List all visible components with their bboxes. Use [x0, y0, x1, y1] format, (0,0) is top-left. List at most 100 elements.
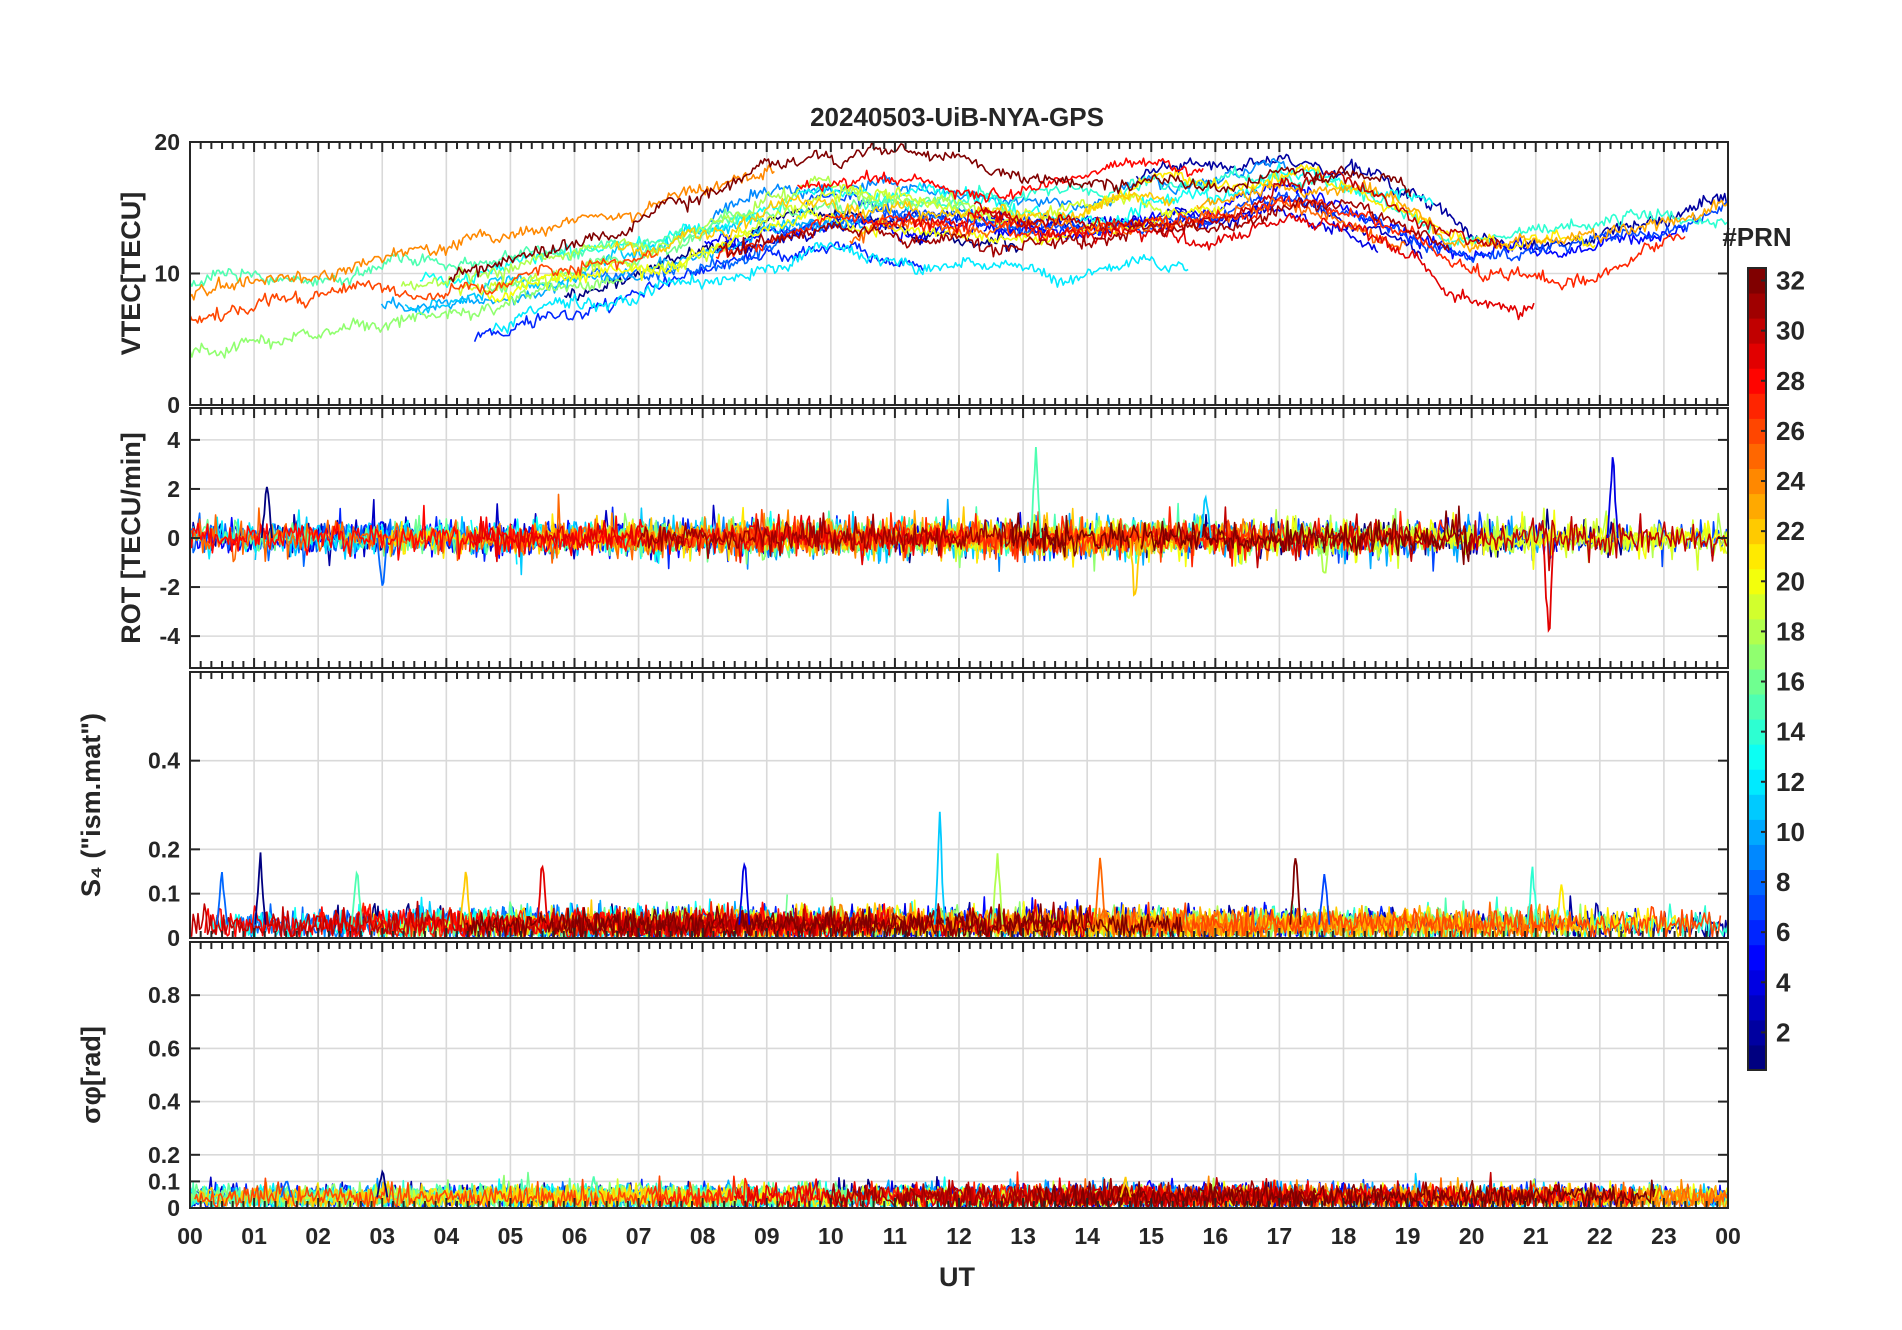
series-line [1196, 179, 1728, 253]
spike-line [1526, 866, 1539, 925]
series-group [190, 1169, 1728, 1208]
series-line [863, 165, 1728, 248]
series-line [1125, 901, 1722, 938]
y-tick-label: 0.4 [148, 748, 180, 774]
x-tick-label: 02 [305, 1223, 331, 1249]
colorbar-tick-label: 12 [1776, 767, 1805, 797]
spike-line [254, 852, 267, 925]
colorbar-tick-label: 6 [1776, 917, 1790, 947]
spike-line [1606, 457, 1619, 539]
spike-line [587, 1176, 600, 1198]
y-tick-label: 0.1 [148, 881, 180, 907]
y-tick-label: 0 [167, 1195, 180, 1221]
spike-line [1094, 857, 1106, 925]
series-line [614, 191, 1176, 259]
spike-line [1029, 447, 1042, 539]
x-tick-label: 12 [946, 1223, 972, 1249]
colorbar-segment [1748, 418, 1766, 444]
y-tick-label: 0 [167, 392, 180, 418]
colorbar-tick-label: 16 [1776, 667, 1805, 697]
colorbar-tick-label: 30 [1776, 316, 1805, 346]
series-line [473, 241, 926, 342]
series-line [805, 191, 1728, 264]
spike-line [376, 537, 389, 586]
panel-3: 0 0.1 0.2 0.4 S₄ ("ism.mat") [76, 671, 1729, 951]
y-axis-label: σφ[rad] [76, 1026, 106, 1124]
x-tick-label: 21 [1523, 1223, 1549, 1249]
minor-ticks [189, 408, 1729, 668]
colorbar-segment [1748, 468, 1766, 495]
x-tick-label: 05 [498, 1223, 524, 1249]
grid [190, 672, 1728, 939]
series-line [1011, 505, 1473, 566]
series-group [190, 447, 1728, 633]
series-line [400, 175, 1025, 291]
colorbar-segment [1748, 1019, 1766, 1046]
colorbar-segment [1748, 593, 1766, 620]
colorbar-segment [1748, 669, 1766, 695]
y-tick-label: 0.8 [148, 982, 180, 1008]
x-axis-label: UT [939, 1262, 975, 1292]
spike-line [1289, 858, 1302, 925]
y-tick-label: 0.4 [148, 1089, 180, 1115]
spike-line [991, 853, 1004, 925]
colorbar-tick-label: 20 [1776, 566, 1805, 596]
spike-line [1119, 1176, 1132, 1198]
spike-line [350, 870, 363, 925]
series-line [190, 276, 624, 359]
series-line [194, 1175, 734, 1208]
x-tick-label: 10 [818, 1223, 844, 1249]
x-tick-label: 03 [369, 1223, 395, 1249]
spike-line [1555, 884, 1568, 925]
colorbar-tick-label: 14 [1776, 717, 1805, 747]
spike-line [1318, 537, 1331, 574]
y-tick-label: 20 [154, 129, 180, 155]
colorbar-segment [1748, 844, 1766, 870]
spike-line [536, 864, 549, 925]
colorbar-tick-label: 2 [1776, 1017, 1790, 1047]
panel-2: -4 -2 0 2 4 ROT [TECU/min] [116, 407, 1729, 669]
y-tick-label: 0 [167, 525, 180, 551]
x-tick-label: 18 [1331, 1223, 1357, 1249]
x-tick-label: 09 [754, 1223, 780, 1249]
x-tick-label: 19 [1395, 1223, 1421, 1249]
x-tick-label: 22 [1587, 1223, 1613, 1249]
grid [190, 942, 1728, 1209]
x-tick-label: 13 [1010, 1223, 1036, 1249]
colorbar-segment [1748, 518, 1766, 545]
minor-ticks [189, 942, 1729, 1209]
x-tick-labels: 00 01 02 03 04 05 06 07 08 09 10 11 12 13 14 15 16 17 18 19… [177, 1223, 1741, 1249]
panel-4: 00.10.2 0.4 0.6 0.8 σφ[rad] [76, 941, 1729, 1221]
x-tick-label: 20 [1459, 1223, 1485, 1249]
x-tick-label: 08 [690, 1223, 716, 1249]
colorbar-segment [1748, 268, 1766, 294]
colorbar-tick-label: 8 [1776, 867, 1790, 897]
colorbar-tick-label: 4 [1776, 967, 1791, 997]
y-tick-label: 0.1 [148, 1168, 180, 1194]
series-line [484, 195, 976, 294]
x-tick-label: 23 [1651, 1223, 1677, 1249]
colorbar-segment [1748, 794, 1766, 820]
x-tick-label: 15 [1138, 1223, 1164, 1249]
series-line [973, 170, 1502, 249]
colorbar-segment [1748, 493, 1766, 520]
minor-ticks [189, 672, 1729, 939]
series-line [190, 249, 658, 324]
x-tick-label: 17 [1267, 1223, 1293, 1249]
series-group [190, 142, 1728, 359]
series-line [636, 512, 1070, 560]
spike-line [260, 486, 273, 539]
colorbar-segment [1748, 919, 1766, 946]
x-tick-label: 14 [1074, 1223, 1100, 1249]
minor-ticks [189, 141, 1729, 406]
colorbar-segment [1748, 368, 1766, 394]
spike-line [1199, 494, 1212, 539]
colorbar-tick-label: 24 [1776, 466, 1805, 496]
spike-line [933, 811, 946, 925]
y-axis-label: VTEC[TECU] [116, 192, 146, 356]
series-line [190, 164, 775, 301]
colorbar-tick-label: 22 [1776, 516, 1805, 546]
colorbar-segment [1748, 769, 1766, 795]
colorbar-segment [1748, 894, 1766, 921]
series-line [797, 157, 1204, 203]
